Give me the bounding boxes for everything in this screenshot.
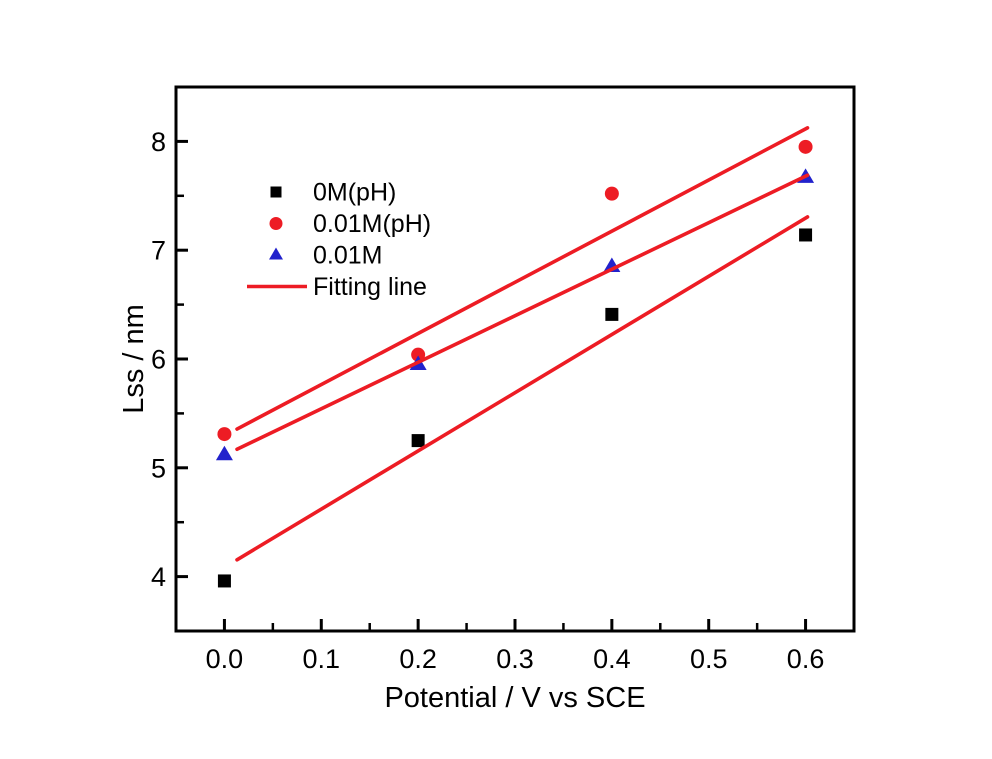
x-tick-label: 0.1 <box>303 644 341 674</box>
legend-item: 0.01M <box>269 242 382 270</box>
square-marker <box>605 307 619 321</box>
circle-marker <box>217 427 232 442</box>
circle-marker <box>269 217 283 230</box>
square-marker <box>799 228 813 242</box>
fitting-line <box>235 173 810 452</box>
x-tick-label: 0.5 <box>690 644 728 674</box>
square-marker <box>217 574 231 588</box>
legend-item-label: 0.01M(pH) <box>313 210 431 238</box>
legend-item: 0M(pH) <box>270 179 396 207</box>
legend-item-label: 0M(pH) <box>313 179 396 207</box>
circle-marker <box>411 347 426 362</box>
legend-item-label: 0.01M <box>313 242 382 270</box>
legend-item: Fitting line <box>247 273 427 301</box>
legend-item-label: Fitting line <box>313 273 427 301</box>
x-tick-label: 0.3 <box>496 644 534 674</box>
triangle-marker <box>269 247 283 260</box>
x-tick-label: 0.4 <box>593 644 631 674</box>
series-circle <box>217 139 813 442</box>
y-axis-title: Lss / nm <box>118 304 150 414</box>
circle-marker <box>798 139 813 154</box>
series-square <box>217 228 813 588</box>
x-tick-label: 0.6 <box>787 644 825 674</box>
square-marker <box>270 186 282 198</box>
y-axis-tick-labels: 4 5 6 7 8 <box>151 127 166 592</box>
fitting-line <box>235 126 810 431</box>
circle-marker <box>604 186 619 201</box>
y-tick-label: 7 <box>151 236 166 266</box>
plot-area-border <box>174 85 856 633</box>
legend: 0M(pH) 0.01M(pH) 0.01M Fitting line <box>247 179 431 301</box>
y-tick-label: 8 <box>151 127 166 157</box>
y-tick-label: 5 <box>151 453 166 483</box>
x-tick-label: 0.0 <box>206 644 244 674</box>
y-axis-ticks <box>177 139 188 579</box>
x-axis-title: Potential / V vs SCE <box>384 682 645 714</box>
legend-item: 0.01M(pH) <box>269 210 431 238</box>
triangle-marker <box>215 445 233 461</box>
fitting-lines-layer <box>235 126 810 562</box>
fitting-line <box>235 215 810 562</box>
y-tick-label: 6 <box>151 345 166 375</box>
square-marker <box>411 434 425 448</box>
y-tick-label: 4 <box>151 562 166 592</box>
x-axis-tick-labels: 0.0 0.1 0.2 0.3 0.4 0.5 0.6 <box>206 644 825 674</box>
x-tick-label: 0.2 <box>399 644 437 674</box>
x-axis-ticks <box>222 619 808 630</box>
